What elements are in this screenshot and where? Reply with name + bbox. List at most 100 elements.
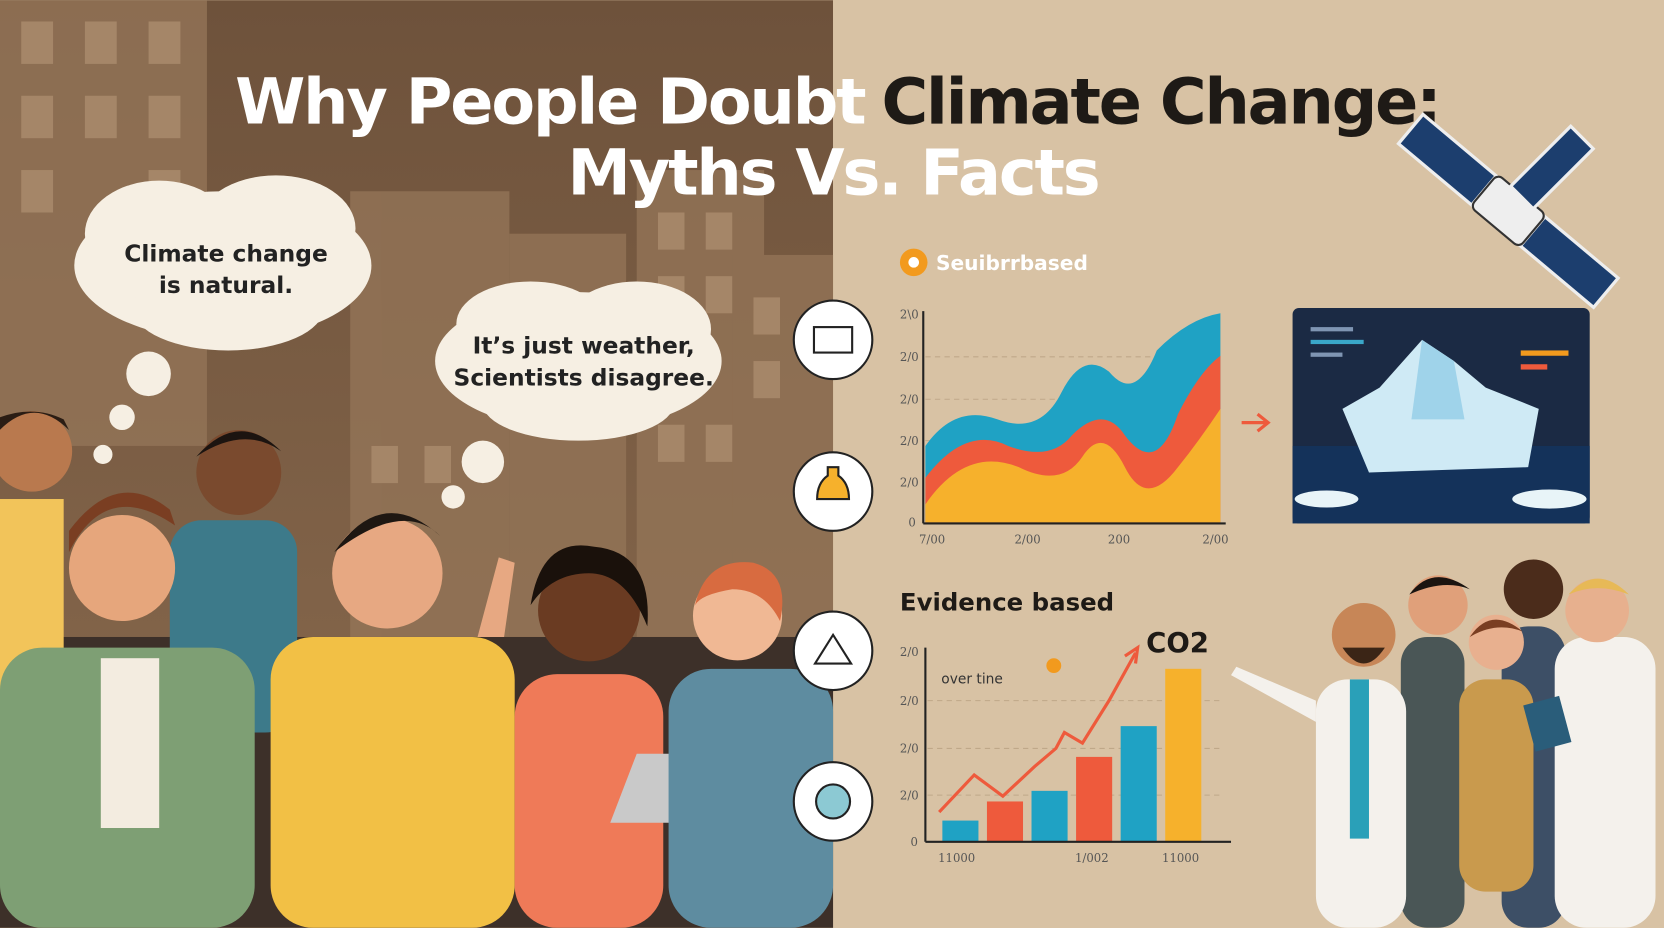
upper-panel-part xyxy=(908,257,920,268)
title-line-2: Myths Vs. Facts xyxy=(568,136,1099,210)
scientists-part xyxy=(1408,575,1468,635)
audience-part xyxy=(334,513,441,553)
scientists-part xyxy=(1469,619,1523,637)
upper-panel-part xyxy=(1512,489,1587,509)
scientists-part xyxy=(1459,679,1534,892)
icons-part xyxy=(812,326,854,354)
building-windows-part xyxy=(424,445,452,484)
upper-panel-part xyxy=(1241,412,1271,433)
y-label: 2/0 xyxy=(900,434,919,448)
x-label: 11000 xyxy=(1162,851,1199,865)
title: Why People Doubt Climate Change: Myths Vs… xyxy=(235,65,1442,210)
upper-panel-part xyxy=(1520,350,1569,356)
building-windows-part xyxy=(148,21,181,64)
panel-heading: Evidence based xyxy=(900,587,1114,616)
x-label: 11000 xyxy=(938,851,975,865)
audience-part xyxy=(477,557,515,637)
audience-part xyxy=(530,545,648,627)
scientists-part xyxy=(1349,679,1369,839)
building-windows-part xyxy=(21,95,54,139)
lower-panel-part xyxy=(942,820,979,842)
x-label: 200 xyxy=(1108,533,1130,547)
icons-part xyxy=(815,783,852,820)
audience-part xyxy=(196,431,282,457)
building-windows-part xyxy=(705,424,733,462)
thought-bubble-2-part xyxy=(562,281,712,377)
audience-part xyxy=(668,668,834,928)
lower-panel-part xyxy=(1124,644,1140,664)
satellite-part-part xyxy=(1508,123,1596,211)
icons-part xyxy=(816,466,851,501)
scientists-part xyxy=(1554,636,1656,928)
badge-label: Seuibrrbased xyxy=(936,251,1088,275)
building-windows-part xyxy=(148,95,181,139)
building-windows-part xyxy=(657,212,685,250)
y-label: 2/0 xyxy=(900,475,919,489)
lower-panel-part xyxy=(986,801,1024,842)
audience-part xyxy=(100,658,160,828)
building-windows-part xyxy=(21,21,54,64)
y-label: 2/0 xyxy=(900,694,919,708)
y-label: 2\0 xyxy=(900,308,919,322)
satellite-part xyxy=(1508,123,1596,211)
y-label: 0 xyxy=(911,835,918,849)
thought-bubble-2-part xyxy=(482,366,674,441)
building-windows-part xyxy=(21,170,54,213)
upper-panel-part xyxy=(1411,339,1465,420)
thought-text: is natural. xyxy=(159,271,293,299)
thought-bubble-1-part xyxy=(109,404,135,431)
x-label: 1/002 xyxy=(1075,851,1109,865)
x-label: 7/00 xyxy=(919,533,945,547)
title-white: Why People Doubt xyxy=(235,65,865,139)
upper-panel: Seuibrrbased 2\0 2/0 2/0 2/0 2/0 0 7/00 … xyxy=(899,248,1590,547)
audience-part xyxy=(68,492,176,553)
icons xyxy=(792,299,874,842)
audience-part xyxy=(538,559,640,662)
thought-bubble-1: Climate change is natural. xyxy=(74,175,372,464)
upper-panel-part xyxy=(1310,352,1343,357)
upper-panel-part xyxy=(1310,327,1354,332)
lower-panel-part xyxy=(1076,756,1113,842)
upper-panel-part xyxy=(925,408,1221,523)
title-line-1: Why People Doubt Climate Change: xyxy=(235,65,1439,139)
building-windows-part xyxy=(84,21,117,64)
icons-part xyxy=(813,632,854,665)
audience-part xyxy=(695,562,783,622)
thought-text: Scientists disagree. xyxy=(454,363,714,391)
audience-part xyxy=(68,514,176,622)
y-label: 2/0 xyxy=(900,393,919,407)
y-label: 2/0 xyxy=(900,645,919,659)
note: over tine xyxy=(941,672,1003,688)
scientists-part xyxy=(1565,578,1629,643)
scientists-part xyxy=(1568,578,1629,595)
y-label: 2/0 xyxy=(900,742,919,756)
audience-part xyxy=(332,518,443,629)
icons-part xyxy=(792,610,874,692)
thought-bubble-1-part xyxy=(93,444,113,464)
audience-part xyxy=(196,430,282,515)
satellite-part xyxy=(1396,112,1621,310)
audience-part xyxy=(270,636,515,928)
upper-panel-part xyxy=(1294,490,1359,508)
audience xyxy=(0,410,834,928)
thought-bubble-1-part xyxy=(132,265,324,351)
x-label: 2/00 xyxy=(1015,533,1041,547)
building-windows-part xyxy=(371,445,398,484)
upper-panel-part xyxy=(1520,364,1548,370)
title-dark: Climate Change: xyxy=(881,65,1439,139)
building-windows-part xyxy=(705,276,733,314)
scientists-part xyxy=(1503,559,1564,619)
building-windows-part xyxy=(705,212,733,250)
y-label: 2/0 xyxy=(900,788,919,802)
lower-panel-part xyxy=(1120,726,1157,842)
building-windows-part xyxy=(753,297,780,335)
thought-bubble-1-part xyxy=(84,180,234,287)
thought-bubble-2-part xyxy=(441,485,465,509)
upper-panel-part xyxy=(1310,339,1364,345)
thought-bubble-2-part xyxy=(461,440,505,484)
thought-text: It’s just weather, xyxy=(473,332,695,360)
lower-panel-part xyxy=(1046,658,1062,674)
lower-panel-part xyxy=(938,652,1137,814)
scientists-part xyxy=(1400,636,1465,928)
